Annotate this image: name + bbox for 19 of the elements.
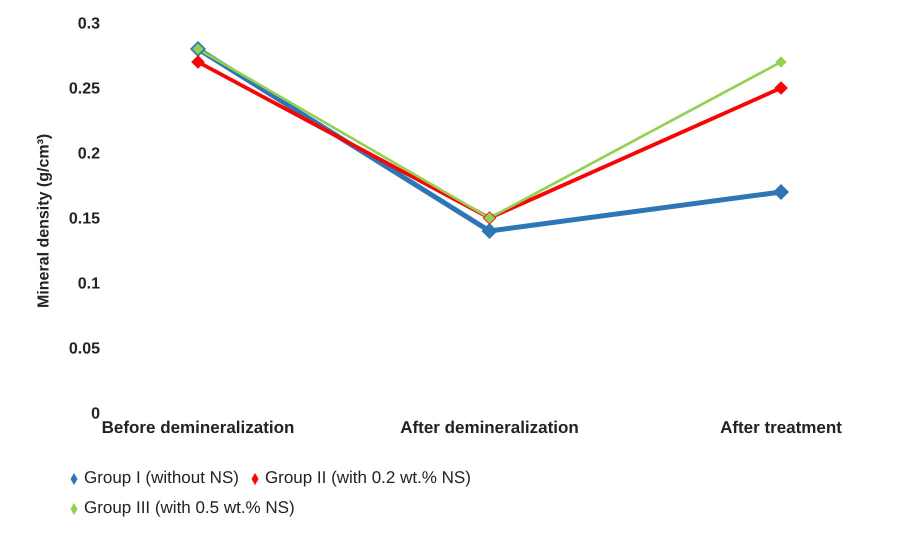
y-tick-label: 0 xyxy=(91,406,100,423)
y-tick-label: 0.05 xyxy=(68,340,100,358)
point xyxy=(774,81,788,95)
point xyxy=(191,55,205,69)
y-tick-label: 0.15 xyxy=(68,210,100,228)
y-tick-label: 0.3 xyxy=(78,16,100,33)
y-tick-label: 0.25 xyxy=(68,80,100,98)
point xyxy=(773,184,789,200)
x-tick-label: Before demineralization xyxy=(102,418,294,438)
legend-label: Group III (with 0.5 wt.% NS) xyxy=(84,498,295,517)
point xyxy=(482,223,498,239)
y-tick-label: 0.1 xyxy=(78,276,100,293)
x-tick-label: After treatment xyxy=(720,418,842,438)
x-tick-label: After demineralization xyxy=(400,418,579,438)
legend-label: Group I (without NS) xyxy=(84,468,239,487)
point xyxy=(775,56,787,68)
y-tick-label: 0.2 xyxy=(78,146,100,163)
y-axis-title: Mineral density (g/cm³) xyxy=(36,134,53,308)
legend-label: Group II (with 0.2 wt.% NS) xyxy=(264,468,471,487)
